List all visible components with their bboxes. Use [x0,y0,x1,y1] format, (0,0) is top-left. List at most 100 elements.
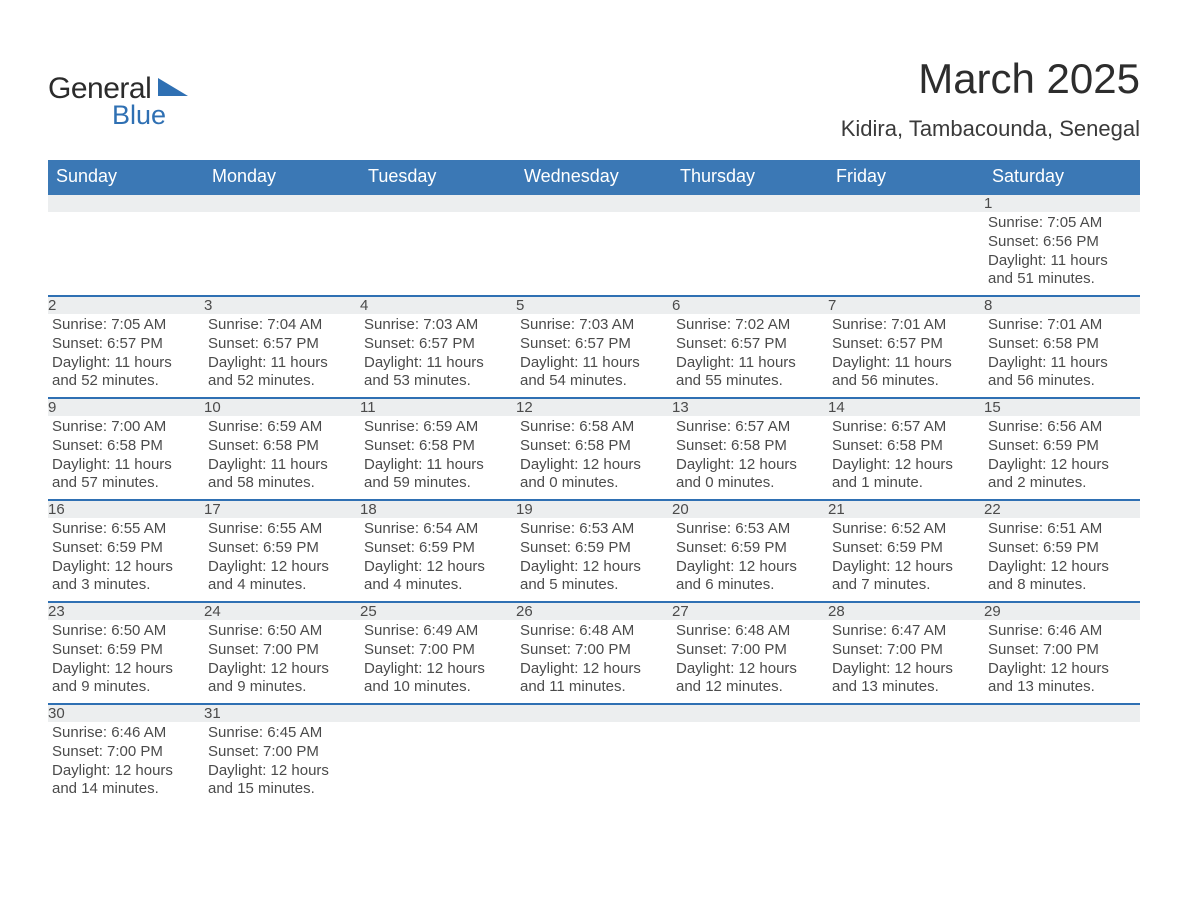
day-number: 12 [516,398,672,416]
daylight-line: Daylight: 12 hours and 10 minutes. [364,660,512,698]
day-cell: Sunrise: 7:03 AMSunset: 6:57 PMDaylight:… [360,314,516,398]
week-daynum-row: 2345678 [48,296,1140,314]
day-header: Sunday [48,160,204,195]
day-cell: Sunrise: 6:59 AMSunset: 6:58 PMDaylight:… [360,416,516,500]
sunset-line: Sunset: 6:59 PM [988,437,1136,456]
sunrise-line: Sunrise: 7:04 AM [208,316,356,335]
daylight-line: Daylight: 12 hours and 2 minutes. [988,456,1136,494]
calendar-head: Sunday Monday Tuesday Wednesday Thursday… [48,160,1140,195]
sunset-line: Sunset: 6:57 PM [52,335,200,354]
daylight-line: Daylight: 11 hours and 59 minutes. [364,456,512,494]
week-content-row: Sunrise: 6:50 AMSunset: 6:59 PMDaylight:… [48,620,1140,704]
day-header: Monday [204,160,360,195]
daylight-line: Daylight: 11 hours and 57 minutes. [52,456,200,494]
sunset-line: Sunset: 6:58 PM [520,437,668,456]
day-cell-body: Sunrise: 7:01 AMSunset: 6:57 PMDaylight:… [828,314,984,397]
day-number [828,195,984,212]
daylight-line: Daylight: 11 hours and 56 minutes. [988,354,1136,392]
day-cell-body: Sunrise: 6:52 AMSunset: 6:59 PMDaylight:… [828,518,984,601]
daylight-line: Daylight: 12 hours and 9 minutes. [208,660,356,698]
day-cell-body: Sunrise: 6:58 AMSunset: 6:58 PMDaylight:… [516,416,672,499]
week-content-row: Sunrise: 7:00 AMSunset: 6:58 PMDaylight:… [48,416,1140,500]
day-cell-body: Sunrise: 6:48 AMSunset: 7:00 PMDaylight:… [672,620,828,703]
day-number: 19 [516,500,672,518]
day-cell: Sunrise: 6:47 AMSunset: 7:00 PMDaylight:… [828,620,984,704]
sunrise-line: Sunrise: 6:57 AM [832,418,980,437]
day-number [828,704,984,722]
day-cell-body: Sunrise: 7:03 AMSunset: 6:57 PMDaylight:… [360,314,516,397]
sunrise-line: Sunrise: 6:49 AM [364,622,512,641]
day-cell [828,722,984,805]
day-cell: Sunrise: 6:53 AMSunset: 6:59 PMDaylight:… [516,518,672,602]
logo-flag-icon [158,74,188,101]
sunset-line: Sunset: 7:00 PM [676,641,824,660]
day-number: 28 [828,602,984,620]
day-cell [204,212,360,296]
day-cell [360,212,516,296]
sunrise-line: Sunrise: 6:47 AM [832,622,980,641]
sunset-line: Sunset: 7:00 PM [208,743,356,762]
daylight-line: Daylight: 12 hours and 0 minutes. [676,456,824,494]
sunrise-line: Sunrise: 7:03 AM [520,316,668,335]
day-cell: Sunrise: 7:00 AMSunset: 6:58 PMDaylight:… [48,416,204,500]
day-cell: Sunrise: 7:05 AMSunset: 6:57 PMDaylight:… [48,314,204,398]
day-cell-body: Sunrise: 6:50 AMSunset: 7:00 PMDaylight:… [204,620,360,703]
daylight-line: Daylight: 12 hours and 3 minutes. [52,558,200,596]
header-row: General Blue March 2025 Kidira, Tambacou… [48,56,1140,142]
day-cell-body: Sunrise: 6:55 AMSunset: 6:59 PMDaylight:… [204,518,360,601]
page-title: March 2025 [841,56,1140,102]
day-cell [672,722,828,805]
sunrise-line: Sunrise: 6:55 AM [208,520,356,539]
day-cell: Sunrise: 6:55 AMSunset: 6:59 PMDaylight:… [204,518,360,602]
day-cell: Sunrise: 7:03 AMSunset: 6:57 PMDaylight:… [516,314,672,398]
day-cell [48,212,204,296]
sunrise-line: Sunrise: 6:58 AM [520,418,668,437]
day-cell: Sunrise: 6:50 AMSunset: 6:59 PMDaylight:… [48,620,204,704]
week-daynum-row: 3031 [48,704,1140,722]
day-cell-body: Sunrise: 7:03 AMSunset: 6:57 PMDaylight:… [516,314,672,397]
day-number: 5 [516,296,672,314]
sunset-line: Sunset: 7:00 PM [52,743,200,762]
daylight-line: Daylight: 12 hours and 6 minutes. [676,558,824,596]
day-cell: Sunrise: 6:54 AMSunset: 6:59 PMDaylight:… [360,518,516,602]
day-cell-body: Sunrise: 6:57 AMSunset: 6:58 PMDaylight:… [828,416,984,499]
sunset-line: Sunset: 6:57 PM [676,335,824,354]
week-daynum-row: 16171819202122 [48,500,1140,518]
day-header: Saturday [984,160,1140,195]
sunrise-line: Sunrise: 6:46 AM [988,622,1136,641]
sunrise-line: Sunrise: 6:55 AM [52,520,200,539]
day-header: Tuesday [360,160,516,195]
daylight-line: Daylight: 12 hours and 8 minutes. [988,558,1136,596]
sunrise-line: Sunrise: 6:50 AM [52,622,200,641]
day-number: 22 [984,500,1140,518]
sunrise-line: Sunrise: 6:59 AM [364,418,512,437]
day-number: 15 [984,398,1140,416]
sunrise-line: Sunrise: 6:59 AM [208,418,356,437]
daylight-line: Daylight: 12 hours and 13 minutes. [832,660,980,698]
day-header: Wednesday [516,160,672,195]
daylight-line: Daylight: 12 hours and 13 minutes. [988,660,1136,698]
day-cell: Sunrise: 6:50 AMSunset: 7:00 PMDaylight:… [204,620,360,704]
week-content-row: Sunrise: 6:55 AMSunset: 6:59 PMDaylight:… [48,518,1140,602]
sunrise-line: Sunrise: 6:56 AM [988,418,1136,437]
day-cell [828,212,984,296]
day-cell: Sunrise: 6:49 AMSunset: 7:00 PMDaylight:… [360,620,516,704]
day-cell: Sunrise: 6:51 AMSunset: 6:59 PMDaylight:… [984,518,1140,602]
sunrise-line: Sunrise: 6:51 AM [988,520,1136,539]
day-cell-body: Sunrise: 7:05 AMSunset: 6:57 PMDaylight:… [48,314,204,397]
day-cell-body: Sunrise: 6:57 AMSunset: 6:58 PMDaylight:… [672,416,828,499]
day-number: 9 [48,398,204,416]
sunset-line: Sunset: 6:58 PM [832,437,980,456]
logo-word-2: Blue [112,102,188,129]
day-cell: Sunrise: 7:01 AMSunset: 6:58 PMDaylight:… [984,314,1140,398]
sunrise-line: Sunrise: 7:00 AM [52,418,200,437]
daylight-line: Daylight: 11 hours and 52 minutes. [52,354,200,392]
sunset-line: Sunset: 6:57 PM [832,335,980,354]
day-header-row: Sunday Monday Tuesday Wednesday Thursday… [48,160,1140,195]
sunrise-line: Sunrise: 6:46 AM [52,724,200,743]
day-cell-body: Sunrise: 7:00 AMSunset: 6:58 PMDaylight:… [48,416,204,499]
day-number: 6 [672,296,828,314]
daylight-line: Daylight: 12 hours and 1 minute. [832,456,980,494]
daylight-line: Daylight: 11 hours and 54 minutes. [520,354,668,392]
sunset-line: Sunset: 6:56 PM [988,233,1136,252]
